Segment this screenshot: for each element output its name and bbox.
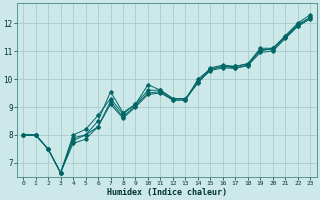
X-axis label: Humidex (Indice chaleur): Humidex (Indice chaleur)	[107, 188, 227, 197]
